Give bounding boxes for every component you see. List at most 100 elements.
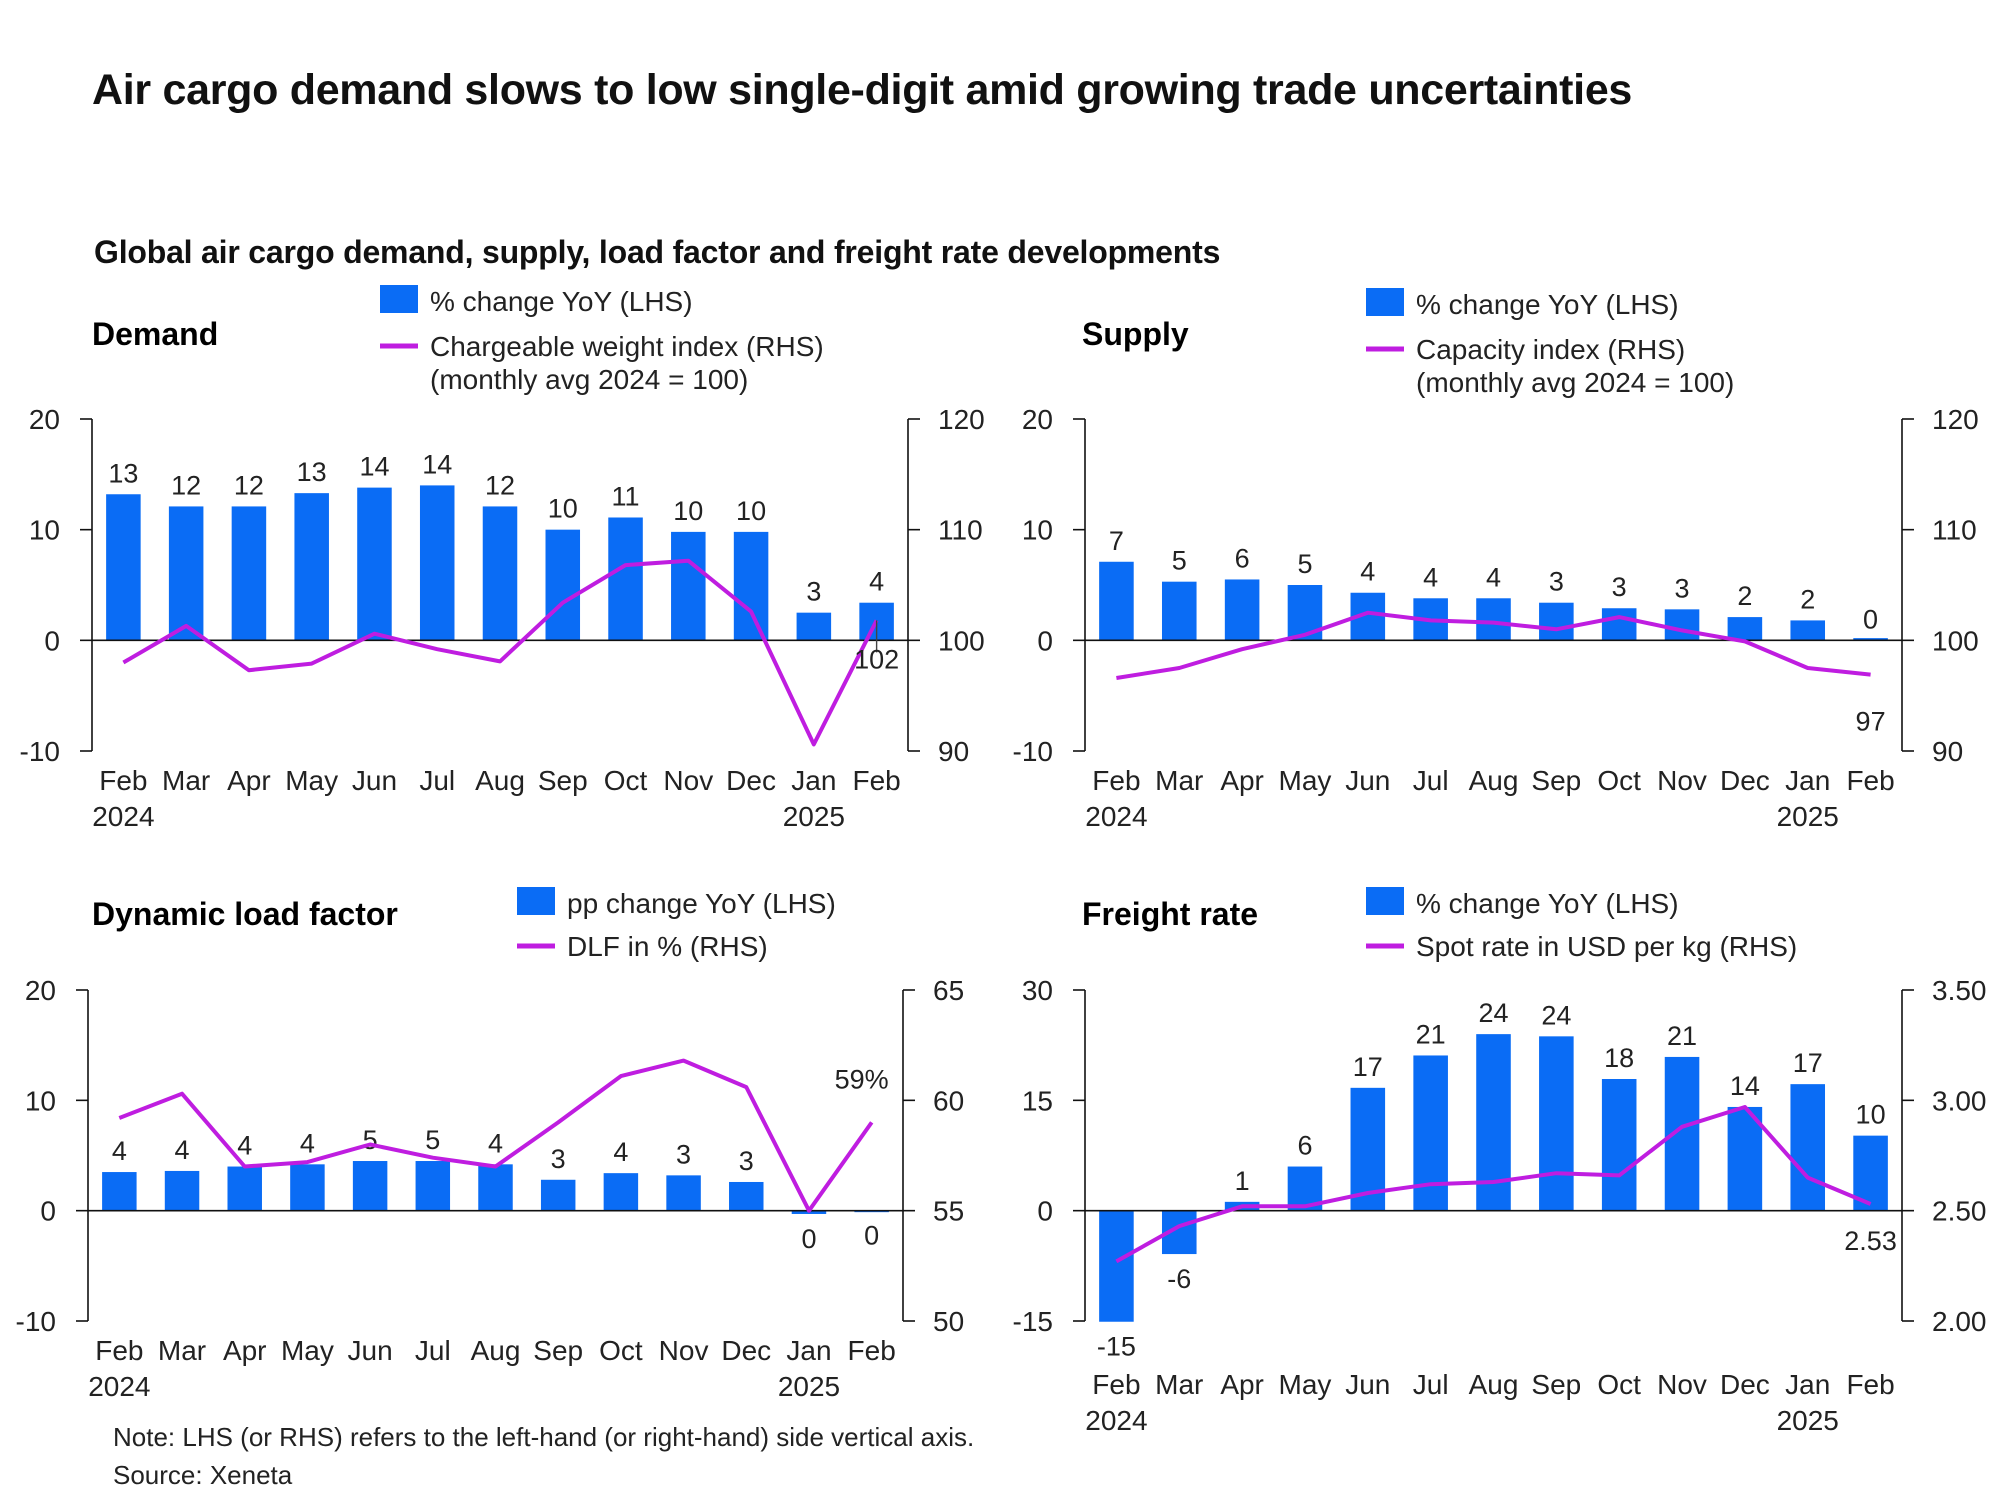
legend-line-label: DLF in % (RHS) [567, 931, 768, 962]
right-tick-label: 65 [933, 975, 964, 1006]
right-tick-label: 90 [1932, 736, 1963, 767]
bar-label: 10 [1856, 1100, 1886, 1130]
left-tick-label: -10 [1013, 736, 1053, 767]
footer-source: Source: Xeneta [113, 1460, 293, 1490]
year-label: 2024 [1085, 1405, 1147, 1436]
bar-label: 0 [1863, 604, 1878, 634]
bar [603, 1173, 639, 1211]
category-label: May [1279, 1369, 1332, 1400]
right-tick-label: 3.50 [1932, 975, 1987, 1006]
category-label: Sep [1531, 765, 1581, 796]
category-label: Dec [1720, 765, 1770, 796]
bar-label: 4 [175, 1135, 190, 1165]
line-series [118, 1058, 874, 1213]
year-label: 2025 [1777, 1405, 1839, 1436]
bar [1539, 602, 1574, 641]
bar-label: 17 [1353, 1052, 1383, 1082]
bar [1224, 579, 1260, 641]
year-label: 2024 [92, 801, 154, 832]
bar [1539, 1036, 1574, 1211]
bar [733, 531, 769, 641]
page-title: Air cargo demand slows to low single-dig… [92, 66, 1633, 114]
year-label: 2025 [783, 801, 845, 832]
category-label: Dec [1720, 1369, 1770, 1400]
category-label: Feb [99, 765, 147, 796]
category-label: Nov [1657, 765, 1707, 796]
right-tick-label: 100 [1932, 625, 1979, 656]
chart-subtitle: Global air cargo demand, supply, load fa… [94, 234, 1221, 270]
bar [796, 612, 832, 641]
bar-label: 12 [485, 470, 515, 500]
bar-label: -6 [1167, 1264, 1191, 1294]
bar [1727, 1106, 1763, 1211]
panel-title: Freight rate [1082, 896, 1258, 932]
bar-label: 11 [612, 481, 640, 511]
category-label: Jul [1413, 765, 1449, 796]
bar [227, 1166, 262, 1211]
bar-label: 14 [359, 452, 389, 482]
right-tick-label: 60 [933, 1085, 964, 1116]
category-label: Mar [1155, 1369, 1203, 1400]
bar [1601, 608, 1637, 641]
bar-label: 21 [1416, 1019, 1446, 1049]
category-label: Sep [533, 1335, 583, 1366]
bar [608, 517, 643, 641]
left-tick-label: 20 [1022, 404, 1053, 435]
category-label: Feb [1846, 1369, 1894, 1400]
bar [357, 487, 392, 641]
bar [545, 529, 581, 641]
line-end-label: 2.53 [1844, 1226, 1897, 1256]
bar-label: 4 [112, 1136, 127, 1166]
bar [482, 506, 518, 641]
bar-label: 24 [1541, 1000, 1571, 1030]
legend-line-label: Spot rate in USD per kg (RHS) [1416, 931, 1797, 962]
right-tick-label: 55 [933, 1196, 964, 1227]
bar-label: 4 [1486, 562, 1501, 592]
year-label: 2024 [1085, 801, 1147, 832]
legend-bar-label: % change YoY (LHS) [1416, 888, 1679, 919]
bar [102, 1172, 137, 1211]
bar [419, 485, 455, 641]
category-label: Sep [1531, 1369, 1581, 1400]
legend-line-label-2: (monthly avg 2024 = 100) [430, 364, 748, 395]
bar-label: 14 [422, 449, 452, 479]
bar [231, 506, 267, 641]
year-label: 2024 [88, 1371, 150, 1402]
category-label: Feb [1092, 765, 1140, 796]
bar-label: 3 [676, 1139, 691, 1169]
left-tick-label: 20 [25, 975, 56, 1006]
line-end-label: 97 [1856, 707, 1886, 737]
category-label: Jun [1345, 1369, 1390, 1400]
category-label: Mar [1155, 765, 1203, 796]
right-tick-label: 100 [938, 625, 985, 656]
bar-label: 12 [234, 470, 264, 500]
category-label: Feb [1092, 1369, 1140, 1400]
category-label: Apr [223, 1335, 267, 1366]
bar-label: 5 [1297, 549, 1312, 579]
bar [1601, 1079, 1637, 1211]
bar-label: 10 [736, 496, 766, 526]
category-label: Dec [726, 765, 776, 796]
left-tick-label: 15 [1022, 1085, 1053, 1116]
right-tick-label: 120 [1932, 404, 1979, 435]
bar [1790, 620, 1826, 641]
bar-label: 4 [1360, 557, 1375, 587]
category-label: Oct [599, 1335, 643, 1366]
bar [1099, 1210, 1134, 1322]
legend-line-label: Chargeable weight index (RHS) [430, 331, 824, 362]
left-tick-label: 20 [29, 404, 60, 435]
right-tick-label: 2.00 [1932, 1306, 1987, 1337]
bar-label: 5 [1172, 546, 1187, 576]
bar-label: 5 [363, 1125, 378, 1155]
legend-bar-swatch [1366, 887, 1404, 915]
line-end-label: 59% [835, 1064, 889, 1094]
bar-label: 4 [300, 1128, 315, 1158]
legend-bar-swatch [1366, 288, 1404, 316]
bar [352, 1161, 388, 1211]
bar-label: 4 [613, 1137, 628, 1167]
right-tick-label: 110 [1932, 515, 1977, 546]
line-series [1116, 610, 1871, 680]
category-label: Jan [1785, 765, 1830, 796]
category-label: Oct [1597, 765, 1641, 796]
bar [1161, 581, 1197, 641]
